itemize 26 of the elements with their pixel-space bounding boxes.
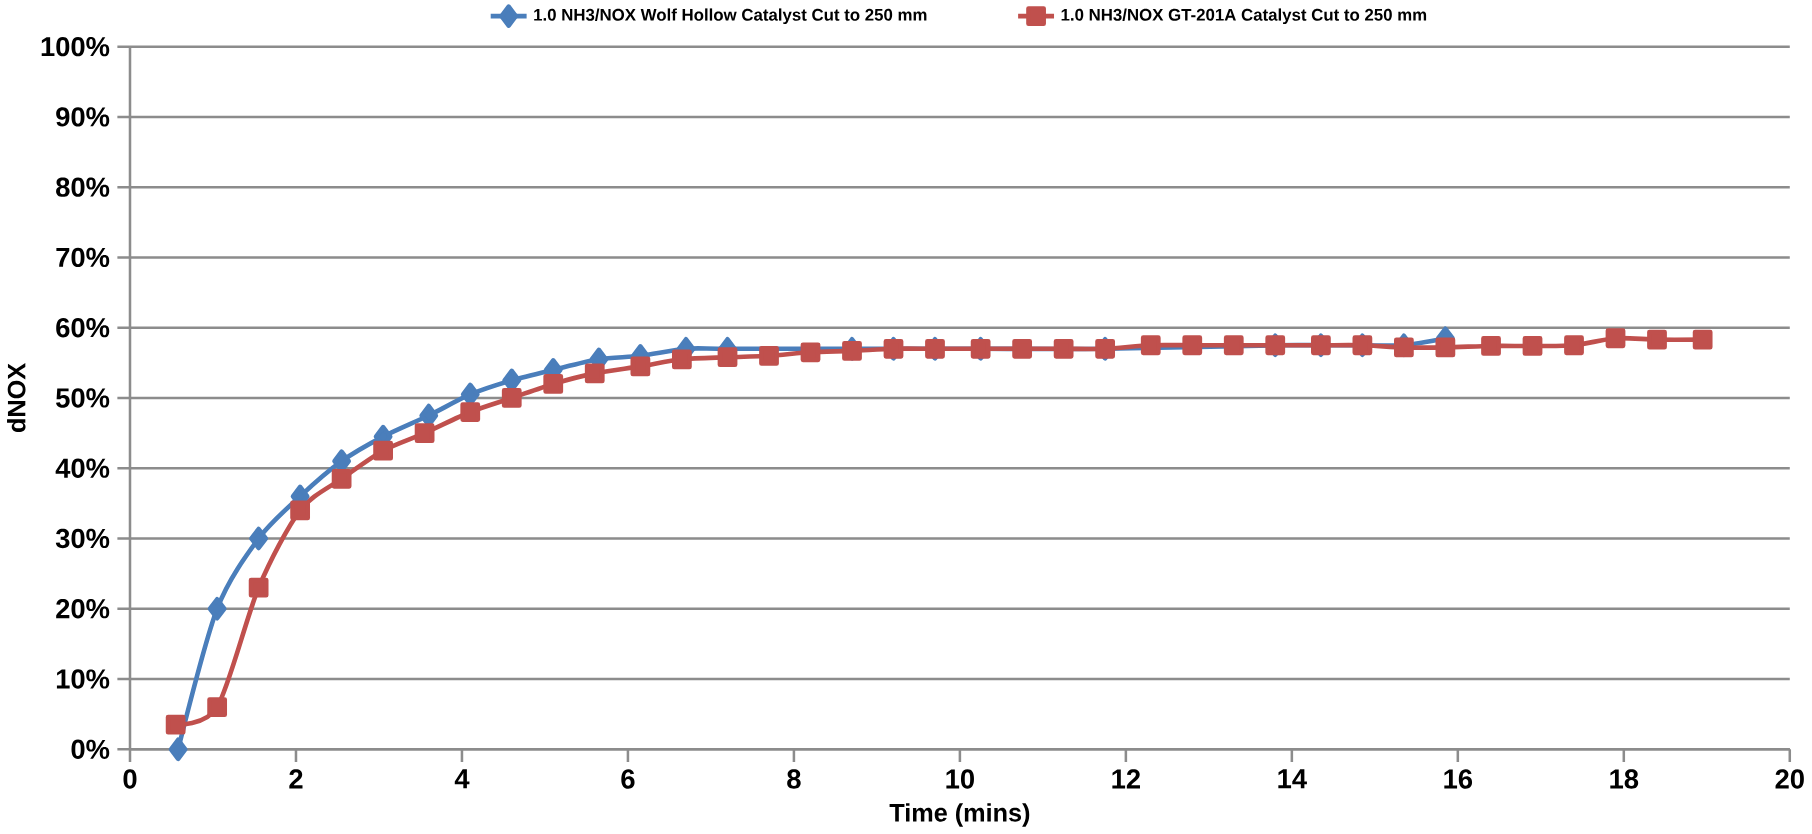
legend-label: 1.0 NH3/NOX GT-201A Catalyst Cut to 250 mm — [1061, 8, 1427, 25]
legend-label: 1.0 NH3/NOX Wolf Hollow Catalyst Cut to 250 mm — [534, 8, 927, 25]
y-tick-label: 50% — [56, 388, 110, 408]
x-tick-label: 0 — [123, 769, 137, 789]
y-tick-label: 0% — [71, 739, 110, 760]
x-axis-title: Time (mins) — [889, 803, 1030, 827]
y-tick-label: 10% — [56, 669, 110, 689]
y-tick-label: 80% — [56, 177, 110, 198]
x-tick-label: 8 — [787, 769, 801, 789]
x-tick-label: 14 — [1278, 769, 1307, 789]
y-tick-label: 90% — [56, 107, 110, 127]
x-tick-label: 16 — [1444, 769, 1473, 789]
x-tick-label: 20 — [1775, 769, 1804, 789]
x-tick-label: 6 — [621, 769, 635, 789]
x-tick-label: 2 — [289, 769, 303, 789]
y-tick-label: 20% — [56, 599, 110, 619]
x-tick-label: 10 — [946, 769, 974, 789]
x-tick-label: 12 — [1112, 769, 1140, 789]
x-tick-label: 4 — [454, 769, 470, 789]
y-tick-label: 40% — [55, 458, 110, 479]
y-tick-label: 30% — [55, 528, 110, 549]
y-tick-label: 70% — [56, 247, 110, 268]
y-tick-label: 100% — [41, 37, 110, 57]
x-tick-label: 18 — [1610, 769, 1639, 789]
y-axis-title: dNOX — [7, 363, 26, 433]
y-tick-label: 60% — [56, 318, 110, 338]
